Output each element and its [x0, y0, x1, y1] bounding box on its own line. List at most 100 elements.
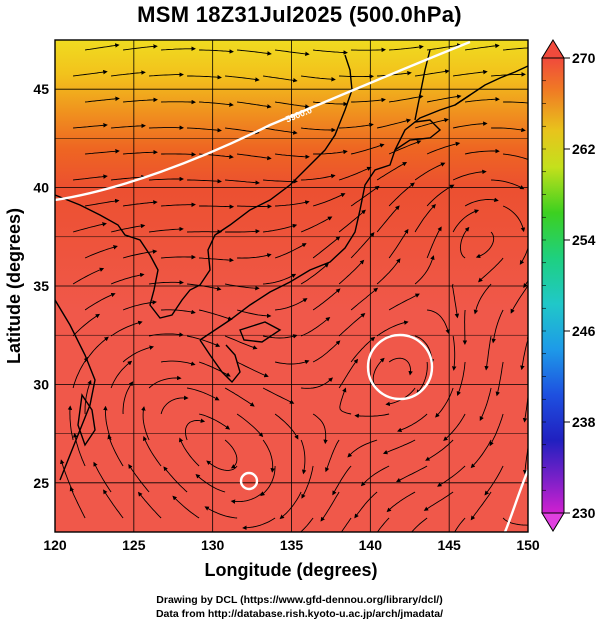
streamline [187, 74, 222, 80]
streamline [237, 153, 272, 161]
streamline [110, 223, 146, 233]
streamline [388, 228, 409, 259]
streamline [161, 46, 196, 51]
continent-coastline [55, 54, 353, 319]
streamline [338, 166, 372, 181]
x-axis-ticks: 120 125 130 135 140 145 150 [43, 537, 540, 553]
x-tick-label: 120 [43, 537, 67, 553]
streamline [396, 465, 428, 483]
streamline [423, 491, 454, 511]
streamline [301, 75, 336, 82]
streamline [263, 127, 298, 135]
streamline [526, 337, 528, 343]
streamline [206, 460, 238, 471]
y-tick-label: 25 [33, 475, 49, 491]
streamline [263, 179, 298, 184]
streamline [312, 288, 341, 311]
streamline [149, 280, 184, 285]
streamline [225, 229, 261, 234]
streamline [301, 377, 334, 389]
streamline [502, 517, 528, 526]
streamline [123, 149, 158, 155]
streamline [161, 309, 196, 315]
streamline [110, 320, 143, 337]
streamline [414, 255, 435, 285]
streamline [502, 205, 526, 233]
colorbar-tick-label: 238 [572, 414, 596, 430]
streamline [351, 97, 386, 103]
streamline [224, 439, 238, 469]
streamline [320, 491, 340, 522]
streamline [522, 393, 528, 423]
streamline [242, 517, 276, 531]
streamline [122, 345, 155, 363]
streamline [149, 226, 184, 233]
streamline [161, 152, 197, 157]
streamline [85, 149, 120, 155]
streamline [376, 517, 390, 532]
streamline [198, 361, 231, 377]
streamline [389, 94, 424, 103]
streamline [199, 204, 235, 209]
streamline [388, 357, 413, 376]
streamline [84, 292, 116, 311]
streamline [111, 174, 146, 181]
x-tick-label: 130 [201, 537, 225, 553]
streamline [143, 436, 162, 467]
wind-streamlines [60, 43, 528, 532]
streamline [301, 465, 314, 499]
streamline [163, 466, 188, 493]
streamline [484, 335, 492, 371]
streamline [198, 413, 231, 430]
colorbar-tick-label: 270 [572, 50, 596, 66]
streamline [225, 179, 260, 185]
streamline [110, 360, 133, 389]
streamline [338, 313, 366, 337]
hokkaido-coastline [394, 119, 442, 151]
streamline [491, 179, 525, 190]
streamline [199, 309, 233, 321]
streamline [372, 357, 385, 389]
streamline [479, 387, 492, 422]
streamline [451, 283, 460, 319]
streamline [427, 43, 462, 51]
streamline [172, 495, 200, 519]
streamline [230, 491, 264, 504]
streamline [313, 49, 348, 55]
streamline [263, 223, 298, 233]
streamline [350, 287, 379, 311]
streamline [225, 75, 260, 82]
streamline [300, 517, 314, 532]
credit-data-source: Data from http://database.rish.kyoto-u.a… [155, 608, 444, 620]
streamline [426, 184, 455, 207]
streamline [354, 413, 390, 419]
streamline [123, 97, 158, 103]
streamline [161, 202, 196, 207]
streamline [128, 463, 150, 493]
colorbar: 270 262 254 246 238 230 [541, 39, 596, 532]
streamline [110, 272, 145, 285]
streamline [389, 44, 424, 51]
streamline [72, 356, 89, 389]
streamline [312, 340, 341, 363]
streamline [332, 465, 352, 496]
streamline [426, 226, 442, 259]
streamline [351, 47, 387, 53]
streamline [69, 486, 86, 519]
streamline [237, 253, 272, 259]
streamline [225, 283, 260, 291]
streamline [161, 254, 196, 260]
streamline [377, 118, 412, 129]
streamline [350, 336, 376, 363]
streamline [411, 517, 428, 532]
streamline [522, 444, 528, 475]
streamline [72, 222, 107, 233]
streamline [339, 387, 352, 415]
streamline [376, 258, 401, 285]
streamline [262, 439, 275, 473]
streamline [93, 461, 112, 493]
streamline [199, 49, 234, 54]
streamline [237, 101, 272, 109]
x-axis-title: Longitude (degrees) [204, 560, 377, 580]
streamline [312, 236, 341, 259]
